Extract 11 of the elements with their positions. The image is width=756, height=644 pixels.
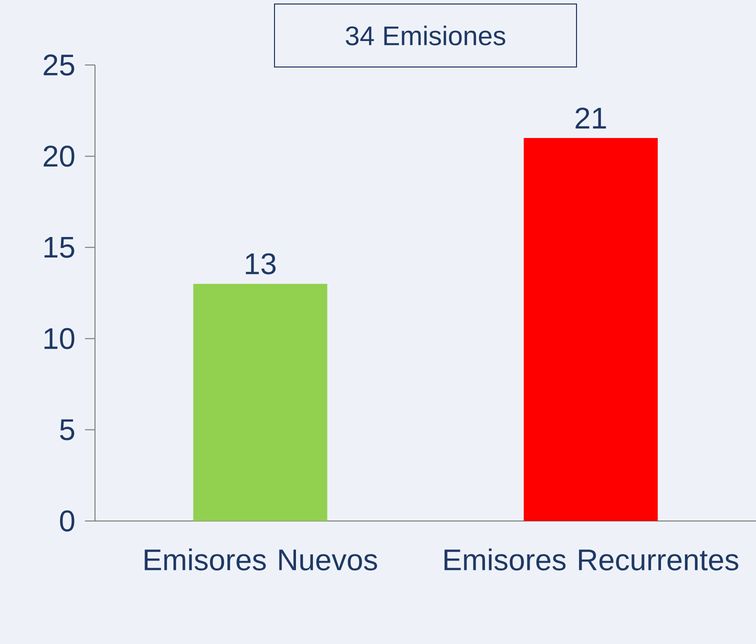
chart-title: 34 Emisiones [346,26,506,46]
data-label: 13 [246,253,276,274]
x-tick-label: Emisores Recurrentes [444,548,738,570]
x-tick-label: Emisores Nuevos [144,548,378,570]
y-tick-label: 10 [44,328,74,350]
y-tick-label: 15 [44,236,74,258]
data-label: 21 [576,108,606,128]
y-tick-label: 20 [44,146,74,167]
y-tick-label: 0 [60,510,74,532]
y-tick-label: 5 [60,419,74,440]
y-tick-label: 25 [44,54,74,76]
